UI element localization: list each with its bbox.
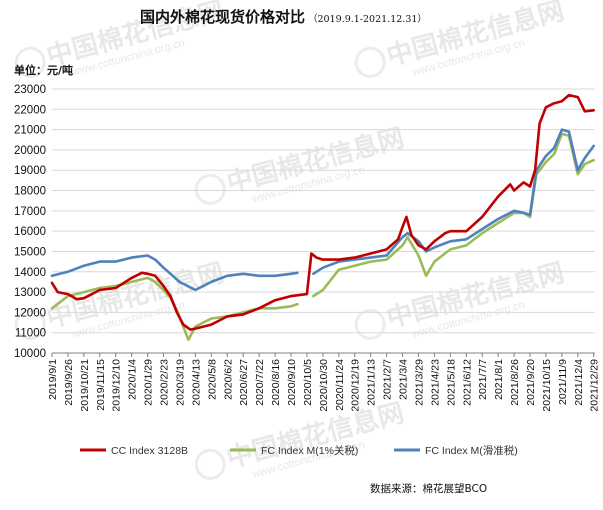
x-tick-label: 2020/4/13 — [190, 359, 202, 406]
x-tick-label: 2021/7/7 — [477, 359, 489, 400]
y-tick-label: 23000 — [14, 84, 46, 96]
x-tick-label: 2020/5/8 — [206, 359, 218, 400]
x-tick-label: 2020/1/29 — [143, 359, 155, 406]
y-tick-label: 16000 — [14, 226, 46, 238]
series-line — [50, 93, 595, 331]
watermark-logo-icon — [14, 46, 46, 78]
x-tick-label: 2020/12/19 — [350, 359, 362, 412]
chart-subtitle: （2019.9.1-2021.12.31） — [308, 13, 427, 25]
y-tick-label: 11000 — [15, 328, 46, 340]
x-tick-label: 2020/6/2 — [222, 359, 234, 400]
x-tick-label: 2021/3/4 — [398, 359, 410, 400]
x-tick-label: 2021/11/9 — [557, 359, 569, 405]
x-axis-ticks: 2019/9/1 2019/9/26 2019/10/21 2019/11/15 201… — [47, 353, 601, 412]
x-tick-label: 2021/8/1 — [493, 359, 505, 400]
chart-title: 国内外棉花现货价格对比 — [140, 8, 305, 26]
watermark-logo-icon — [354, 46, 386, 78]
legend-item: FC Index M(1%关税) — [230, 444, 358, 457]
x-tick-label: 2020/3/19 — [174, 359, 186, 406]
series-line — [50, 128, 595, 292]
series-lines — [50, 93, 595, 342]
unit-label: 单位：元/吨 — [14, 63, 73, 77]
watermark-logo-icon — [194, 448, 226, 480]
y-tick-label: 13000 — [14, 287, 46, 299]
y-tick-label: 21000 — [14, 125, 46, 137]
x-tick-label: 2020/10/5 — [302, 359, 314, 406]
legend-label: FC Index M(1%关税) — [261, 444, 358, 457]
y-axis-ticks: 10000 11000 12000 13000 14000 15000 16000 17000… — [14, 84, 46, 360]
x-tick-label: 2019/10/21 — [79, 359, 91, 412]
x-tick-label: 2021/4/23 — [429, 359, 441, 406]
y-tick-label: 17000 — [14, 206, 46, 218]
x-tick-label: 2021/9/20 — [525, 359, 537, 406]
x-tick-label: 2021/2/7 — [382, 359, 394, 400]
y-tick-label: 14000 — [14, 267, 46, 279]
x-tick-label: 2020/11/24 — [334, 359, 346, 411]
x-tick-label: 2019/9/26 — [63, 359, 75, 406]
y-tick-label: 22000 — [14, 104, 46, 116]
legend: CC Index 3128B FC Index M(1%关税) FC Index M… — [80, 444, 518, 457]
y-tick-label: 18000 — [14, 186, 46, 198]
x-tick-label: 2021/5/18 — [445, 359, 457, 406]
x-tick-label: 2019/12/10 — [111, 359, 123, 412]
watermark-logo-icon — [354, 308, 386, 340]
y-tick-label: 19000 — [14, 165, 46, 177]
x-tick-label: 2021/6/12 — [461, 359, 473, 406]
x-tick-label: 2021/8/26 — [509, 359, 521, 406]
legend-label: FC Index M(滑准税) — [425, 444, 518, 457]
x-tick-label: 2020/2/23 — [159, 359, 171, 406]
watermark-logo-icon — [194, 173, 226, 205]
x-tick-label: 2019/9/1 — [47, 359, 59, 400]
y-tick-label: 15000 — [14, 246, 46, 258]
legend-item: FC Index M(滑准税) — [394, 444, 518, 457]
y-tick-label: 12000 — [14, 307, 46, 319]
x-tick-label: 2021/10/15 — [541, 359, 553, 412]
x-tick-label: 2020/6/27 — [238, 359, 250, 406]
x-tick-label: 2019/11/15 — [95, 359, 107, 411]
legend-label: CC Index 3128B — [111, 445, 188, 457]
legend-item: CC Index 3128B — [80, 445, 188, 457]
x-tick-label: 2020/7/22 — [254, 359, 266, 406]
x-tick-label: 2020/8/16 — [270, 359, 282, 406]
x-tick-label: 2021/12/4 — [573, 359, 585, 406]
x-tick-label: 2020/9/10 — [286, 359, 298, 406]
watermark-logo-icon — [14, 308, 46, 340]
x-tick-label: 2021/1/13 — [366, 359, 378, 406]
source-note: 数据来源：棉花展望BCO — [370, 482, 487, 495]
x-tick-label: 2020/10/30 — [318, 359, 330, 412]
x-tick-label: 2021/3/29 — [413, 359, 425, 406]
y-tick-label: 20000 — [14, 145, 46, 157]
x-tick-label: 2021/12/29 — [589, 359, 601, 412]
x-tick-label: 2020/1/4 — [127, 359, 139, 400]
y-tick-label: 10000 — [14, 348, 46, 360]
